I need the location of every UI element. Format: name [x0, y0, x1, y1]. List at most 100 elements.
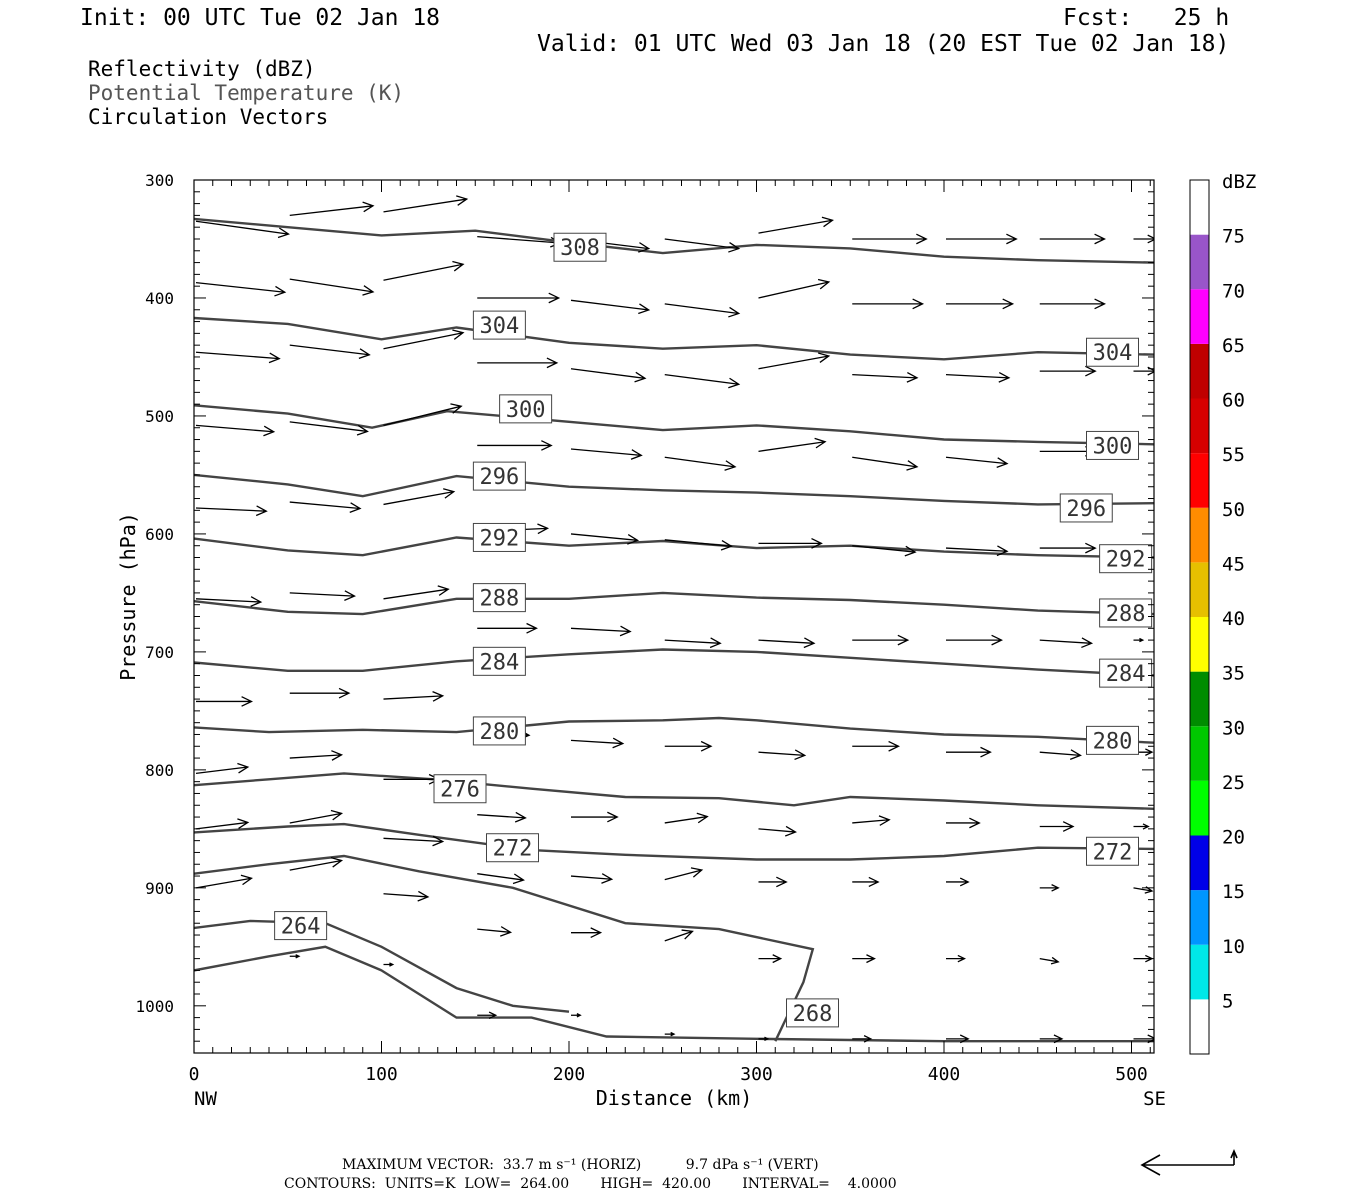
- wind-vector: [946, 634, 1003, 646]
- wind-vector: [289, 687, 351, 699]
- contour-label: 284: [480, 650, 520, 675]
- colorbar-label: 25: [1222, 772, 1245, 794]
- contour-304: [194, 316, 1154, 361]
- wind-vector: [1039, 884, 1060, 892]
- wind-vector: [570, 737, 625, 749]
- wind-vector: [289, 809, 344, 824]
- wind-vector: [195, 818, 250, 830]
- contour-label: 276: [440, 778, 480, 803]
- contour-label-box: [433, 774, 487, 804]
- wind-vector: [383, 962, 395, 967]
- wind-vector: [664, 637, 722, 649]
- colorbar-label: 50: [1222, 499, 1245, 521]
- contour-label-box: [1086, 836, 1139, 866]
- wind-vector: [195, 424, 276, 437]
- colorbar-title: dBZ: [1222, 171, 1256, 193]
- wind-vector: [758, 954, 783, 964]
- plot-frame: [193, 179, 1155, 1054]
- wind-vector: [852, 876, 880, 888]
- wind-vector: [945, 372, 1011, 383]
- colorbar-segment: [1190, 835, 1209, 891]
- wind-vector: [289, 421, 369, 436]
- wind-vector: [195, 762, 250, 775]
- x-tick-label: 200: [553, 1064, 586, 1085]
- legend-reflectivity: Reflectivity (dBZ): [88, 57, 316, 81]
- wind-vector: [945, 456, 1009, 468]
- wind-vector: [195, 281, 287, 297]
- contour-308: [194, 217, 1154, 264]
- reference-vector-icon: [1140, 1148, 1238, 1176]
- wind-vector: [852, 298, 925, 310]
- colorbar-label: 15: [1222, 881, 1245, 903]
- wind-vector: [664, 238, 741, 253]
- colorbar-label: 60: [1222, 390, 1245, 412]
- wind-vector: [383, 260, 465, 281]
- colorbar-label: 55: [1222, 444, 1245, 466]
- x-end-label-se: SE: [1143, 1088, 1166, 1110]
- wind-vector: [289, 750, 344, 761]
- wind-vector: [852, 740, 900, 752]
- wind-vector: [946, 817, 981, 829]
- wind-vector: [852, 1035, 873, 1043]
- contour-280: [194, 716, 1154, 744]
- wind-vector: [570, 625, 632, 637]
- wind-vector: [570, 873, 614, 884]
- wind-vector: [383, 195, 469, 213]
- contour-label-box: [1099, 598, 1153, 628]
- wind-vector: [289, 344, 371, 359]
- wind-vector: [852, 954, 876, 964]
- contour-label-box: [1086, 725, 1139, 755]
- wind-vector: [383, 890, 430, 902]
- contour-label-box: [499, 394, 553, 424]
- contour-272: [194, 822, 1154, 861]
- contours-note: CONTOURS: UNITS=K LOW= 264.00 HIGH= 420.…: [284, 1176, 897, 1192]
- colorbar-label: 70: [1222, 280, 1245, 302]
- wind-vector: [945, 545, 1009, 557]
- contour-label-box: [1059, 493, 1113, 523]
- wind-vector: [477, 622, 538, 634]
- contour-288: [194, 591, 1154, 616]
- wind-vector: [758, 278, 831, 299]
- colorbar-label: 75: [1222, 226, 1245, 248]
- wind-vector: [946, 954, 966, 963]
- max-vector-note: MAXIMUM VECTOR: 33.7 m s⁻¹ (HORIZ) 9.7 d…: [342, 1157, 819, 1173]
- wind-vector: [477, 811, 527, 823]
- y-tick-label: 300: [145, 171, 174, 190]
- contour-label-box: [1099, 658, 1153, 688]
- colorbar-segment: [1190, 180, 1209, 235]
- wind-vector: [477, 873, 525, 885]
- colorbar-segment: [1190, 507, 1209, 563]
- contour-label-box: [274, 911, 328, 941]
- wind-vector: [664, 929, 694, 942]
- wind-vector: [758, 437, 827, 452]
- contour-label-box: [472, 646, 526, 676]
- contour-label: 292: [1106, 548, 1146, 573]
- contour-label: 268: [793, 1002, 833, 1027]
- wind-vector: [195, 596, 263, 607]
- contour-label: 272: [493, 837, 533, 862]
- colorbar-segment: [1190, 999, 1209, 1054]
- y-tick-label: 500: [145, 407, 174, 426]
- contour-label: 288: [1106, 602, 1146, 627]
- wind-vector: [477, 926, 513, 937]
- wind-vector: [758, 1036, 770, 1042]
- wind-vector: [758, 352, 831, 370]
- x-tick-label: 300: [740, 1064, 773, 1085]
- contour-label: 300: [506, 398, 546, 423]
- contour-label: 280: [480, 720, 520, 745]
- wind-vector: [1039, 365, 1097, 377]
- colorbar-frame: [1189, 179, 1210, 1055]
- wind-vector: [1039, 821, 1075, 832]
- contour-264: [194, 919, 570, 1013]
- contour-label: 304: [1093, 341, 1133, 366]
- wind-vector: [1039, 637, 1094, 649]
- wind-vector: [383, 835, 445, 847]
- colorbar-segment: [1190, 562, 1209, 617]
- contour-284: [194, 648, 1154, 677]
- wind-vector: [289, 501, 362, 513]
- contour-292: [194, 536, 1154, 559]
- wind-vector: [571, 1013, 582, 1018]
- contour-label-box: [1086, 430, 1139, 460]
- x-axis-label: Distance (km): [596, 1086, 753, 1110]
- wind-vector: [852, 634, 910, 646]
